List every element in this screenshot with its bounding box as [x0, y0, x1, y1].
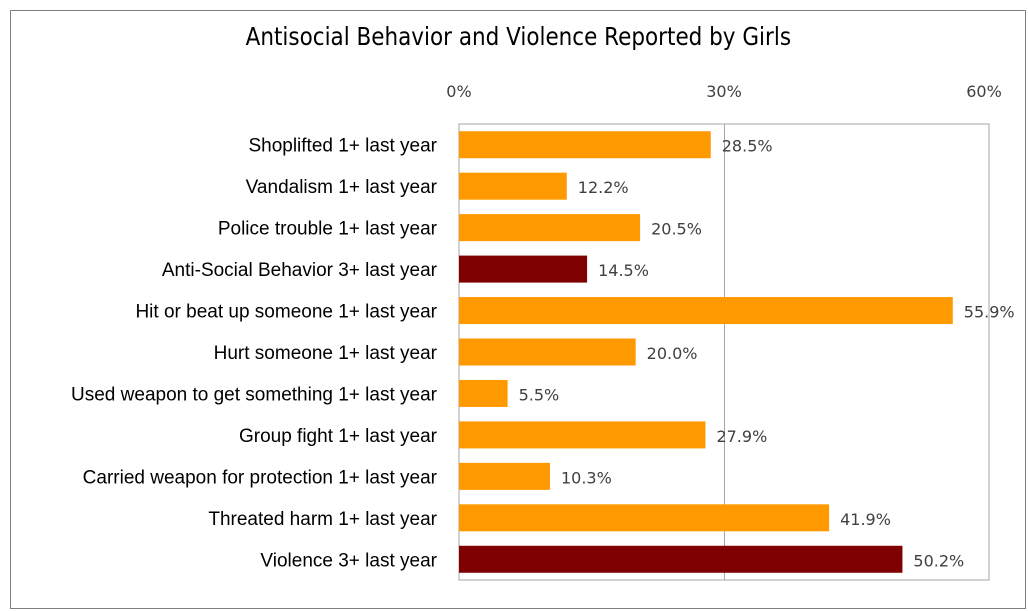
category-label: Hit or beat up someone 1+ last year [135, 302, 437, 323]
bar [459, 421, 706, 449]
data-label: 28.5% [722, 137, 773, 156]
bar [459, 131, 711, 159]
category-label: Anti-Social Behavior 3+ last year [162, 260, 438, 281]
data-label: 50.2% [913, 551, 964, 570]
bar [459, 214, 641, 242]
data-label: 41.9% [840, 510, 891, 529]
category-label: Hurt someone 1+ last year [214, 343, 438, 364]
bar [459, 545, 903, 573]
data-label: 12.2% [578, 178, 629, 197]
bar [459, 504, 830, 532]
data-label: 27.9% [716, 427, 767, 446]
chart-title: Antisocial Behavior and Violence Reporte… [245, 22, 792, 51]
category-label: Used weapon to get something 1+ last yea… [71, 384, 438, 405]
category-label: Group fight 1+ last year [239, 426, 438, 447]
category-label: Threated harm 1+ last year [208, 509, 437, 530]
data-label: 10.3% [561, 468, 612, 487]
x-tick-label: 30% [706, 82, 742, 101]
bar [459, 338, 636, 366]
bar [459, 255, 588, 283]
data-label: 20.5% [651, 220, 702, 239]
category-label: Carried weapon for protection 1+ last ye… [83, 467, 438, 488]
x-tick-label: 0% [446, 82, 471, 101]
x-tick-label: 60% [966, 82, 1002, 101]
bar [459, 172, 567, 200]
data-label: 14.5% [598, 261, 649, 280]
data-label: 20.0% [647, 344, 698, 363]
bar [459, 462, 550, 490]
category-label: Police trouble 1+ last year [218, 219, 438, 240]
bar [459, 297, 953, 325]
category-label: Shoplifted 1+ last year [248, 136, 437, 157]
bar [459, 379, 508, 407]
data-label: 5.5% [519, 385, 560, 404]
category-label: Violence 3+ last year [260, 550, 437, 571]
category-label: Vandalism 1+ last year [246, 177, 438, 198]
data-label: 55.9% [964, 303, 1015, 322]
